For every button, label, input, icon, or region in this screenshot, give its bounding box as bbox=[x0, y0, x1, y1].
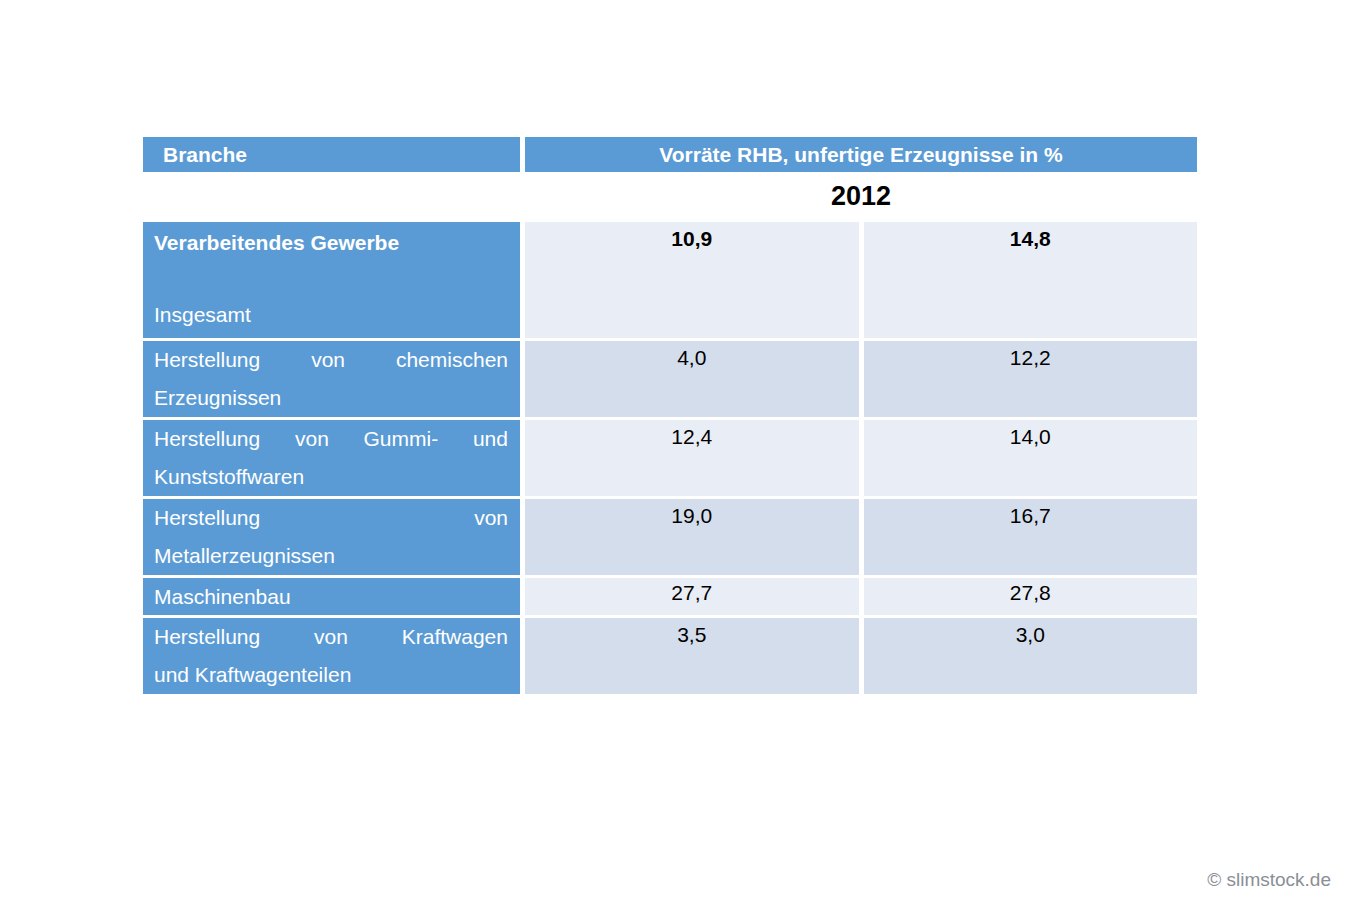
table-row: Maschinenbau 27,727,8 bbox=[143, 578, 1197, 615]
copyright: © slimstock.de bbox=[1207, 869, 1331, 891]
value-cell: 19,0 bbox=[525, 499, 859, 575]
row-label-line: Herstellung von chemischen bbox=[154, 341, 508, 379]
table-row: Herstellung vonMetallerzeugnissen 19,016,7 bbox=[143, 499, 1197, 575]
row-label-line: Maschinenbau bbox=[154, 578, 508, 615]
value-cell: 27,7 bbox=[525, 578, 859, 615]
row-label-cell: Herstellung von Kraftwagenund Kraftwagente… bbox=[143, 618, 520, 694]
label-word: von bbox=[474, 499, 508, 537]
label-word: Herstellung bbox=[154, 420, 260, 458]
label-word: Kraftwagen bbox=[402, 618, 508, 656]
row-label-line: Herstellung von bbox=[154, 499, 508, 537]
row-label-line: Erzeugnissen bbox=[154, 379, 508, 417]
row-label-line: Metallerzeugnissen bbox=[154, 537, 508, 575]
row-label-cell: Herstellung von Gummi-undKunststoffwaren bbox=[143, 420, 520, 496]
year-band: 2012 bbox=[143, 172, 1197, 222]
row-label-cell: Maschinenbau bbox=[143, 578, 520, 615]
row-label-cell: Herstellung von chemischenErzeugnissen bbox=[143, 341, 520, 417]
row-label-line: Herstellung von Gummi-und bbox=[154, 420, 508, 458]
value-cell: 16,7 bbox=[864, 499, 1198, 575]
label-word: und bbox=[473, 420, 508, 458]
table-row: Herstellung von Gummi-undKunststoffwaren 12… bbox=[143, 420, 1197, 496]
value-cell: 10,9 bbox=[525, 222, 859, 338]
value-cell: 27,8 bbox=[864, 578, 1198, 615]
table-row: Verarbeitendes Gewerbe Insgesamt 10,914,8 bbox=[143, 222, 1197, 338]
row-label-line: Insgesamt bbox=[154, 300, 508, 330]
inventory-table: Branche Vorräte RHB, unfertige Erzeugnis… bbox=[143, 137, 1197, 697]
table-row: Herstellung von chemischenErzeugnissen 4,01… bbox=[143, 341, 1197, 417]
table-row: Herstellung von Kraftwagenund Kraftwagente… bbox=[143, 618, 1197, 694]
label-word: chemischen bbox=[396, 341, 508, 379]
row-label-line: Herstellung von Kraftwagen bbox=[154, 618, 508, 656]
value-cell: 14,8 bbox=[864, 222, 1198, 338]
label-word: von bbox=[311, 341, 345, 379]
value-cell: 12,4 bbox=[525, 420, 859, 496]
label-word: Herstellung bbox=[154, 341, 260, 379]
value-cell: 14,0 bbox=[864, 420, 1198, 496]
label-word: von bbox=[295, 420, 329, 458]
column-header-vorraete: Vorräte RHB, unfertige Erzeugnisse in % bbox=[525, 137, 1197, 172]
table-body: Verarbeitendes GewerbeInsgesamt10,914,8H… bbox=[143, 222, 1197, 694]
column-header-branche: Branche bbox=[143, 137, 520, 172]
value-cell: 4,0 bbox=[525, 341, 859, 417]
row-label-line: Verarbeitendes Gewerbe bbox=[154, 228, 508, 258]
value-cell: 12,2 bbox=[864, 341, 1198, 417]
row-label-cell: Verarbeitendes Gewerbe Insgesamt bbox=[143, 222, 520, 338]
value-cell: 3,0 bbox=[864, 618, 1198, 694]
value-cell: 3,5 bbox=[525, 618, 859, 694]
slide: Branche Vorräte RHB, unfertige Erzeugnis… bbox=[0, 0, 1347, 903]
row-label-cell: Herstellung vonMetallerzeugnissen bbox=[143, 499, 520, 575]
label-word: Gummi- bbox=[364, 420, 439, 458]
year-label: 2012 bbox=[525, 172, 1197, 222]
label-word: Herstellung bbox=[154, 499, 260, 537]
label-word: von bbox=[314, 618, 348, 656]
row-label-line: und Kraftwagenteilen bbox=[154, 656, 508, 694]
table-header-row: Branche Vorräte RHB, unfertige Erzeugnis… bbox=[143, 137, 1197, 172]
year-band-spacer bbox=[143, 172, 520, 222]
row-label-line: Kunststoffwaren bbox=[154, 458, 508, 496]
label-word: Herstellung bbox=[154, 618, 260, 656]
